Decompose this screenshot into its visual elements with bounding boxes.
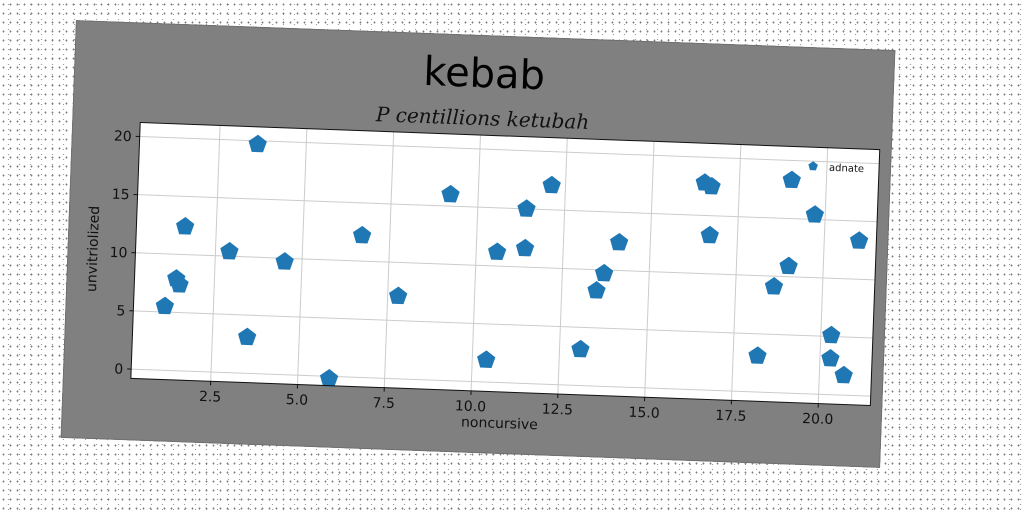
x-grid-line bbox=[817, 147, 829, 404]
data-point bbox=[748, 346, 767, 364]
data-point bbox=[542, 175, 561, 194]
data-point bbox=[248, 134, 267, 153]
x-tick-label: 20.0 bbox=[802, 411, 834, 428]
plot-area bbox=[130, 122, 880, 406]
legend: adnate bbox=[808, 161, 864, 175]
legend-label-adnate: adnate bbox=[829, 163, 864, 175]
x-tick-label: 17.5 bbox=[715, 408, 747, 425]
data-point bbox=[610, 232, 629, 251]
chart-title: kebab bbox=[423, 49, 546, 99]
data-point bbox=[779, 256, 798, 275]
x-grid-line bbox=[730, 144, 742, 401]
data-point bbox=[571, 339, 590, 358]
data-point bbox=[515, 238, 535, 257]
x-grid-line bbox=[210, 125, 221, 382]
data-point bbox=[587, 281, 606, 299]
y-grid-line bbox=[137, 194, 878, 223]
x-tick-label: 12.5 bbox=[541, 401, 573, 418]
x-grid-line bbox=[383, 131, 395, 388]
x-tick-label: 7.5 bbox=[372, 395, 395, 412]
data-point bbox=[764, 277, 784, 295]
x-axis-ticks: 2.5 5.0 7.5 10.0 12.5 15.0 17.5 20.0 bbox=[199, 381, 834, 428]
y-grid-line bbox=[135, 252, 875, 281]
y-grid-line bbox=[133, 310, 873, 339]
data-point bbox=[176, 217, 195, 235]
x-grid-line bbox=[644, 141, 655, 398]
chart-card: kebab P centillions ketubah 2.5 5.0 7.5 10.… bbox=[60, 20, 896, 468]
data-point bbox=[353, 225, 372, 244]
x-grid-line bbox=[557, 138, 568, 395]
y-tick-label: 5 bbox=[116, 303, 126, 319]
x-axis-label: noncursive bbox=[461, 415, 538, 434]
x-tick-label: 15.0 bbox=[628, 405, 660, 422]
legend-marker-adnate bbox=[808, 161, 818, 171]
x-tick-label: 10.0 bbox=[455, 398, 487, 415]
data-point bbox=[477, 350, 496, 368]
y-tick-label: 15 bbox=[111, 187, 129, 204]
data-point bbox=[782, 170, 801, 189]
data-point bbox=[821, 348, 840, 367]
data-point bbox=[488, 242, 507, 261]
grid-lines bbox=[131, 125, 880, 404]
y-axis-label: unvitriolized bbox=[84, 206, 103, 293]
data-point bbox=[849, 231, 869, 249]
data-point bbox=[702, 176, 721, 195]
data-point bbox=[517, 199, 536, 217]
data-points bbox=[155, 134, 869, 387]
x-tick-label: 2.5 bbox=[199, 389, 222, 406]
data-point bbox=[834, 365, 853, 384]
plot-frame bbox=[130, 122, 881, 407]
data-point bbox=[441, 184, 460, 203]
chart-subtitle: P centillions ketubah bbox=[375, 102, 590, 134]
scatter-chart: kebab P centillions ketubah 2.5 5.0 7.5 10.… bbox=[84, 49, 881, 434]
data-point bbox=[594, 263, 614, 282]
data-point bbox=[389, 286, 408, 305]
y-grid-line bbox=[131, 368, 871, 397]
x-grid-line bbox=[470, 134, 481, 391]
y-tick-label: 20 bbox=[114, 129, 132, 146]
y-tick-label: 10 bbox=[109, 245, 127, 262]
data-point bbox=[170, 275, 189, 293]
legend-marker-shape bbox=[808, 161, 818, 171]
data-point bbox=[700, 225, 719, 244]
data-point bbox=[238, 327, 257, 346]
y-axis-ticks: 0 5 10 15 20 bbox=[109, 129, 140, 378]
y-tick-label: 0 bbox=[114, 361, 124, 377]
data-point bbox=[822, 325, 841, 344]
data-point bbox=[275, 252, 294, 270]
data-point bbox=[805, 205, 825, 223]
data-point bbox=[155, 296, 175, 315]
data-point bbox=[220, 241, 239, 260]
x-grid-line bbox=[296, 128, 308, 385]
x-tick-label: 5.0 bbox=[285, 392, 308, 409]
